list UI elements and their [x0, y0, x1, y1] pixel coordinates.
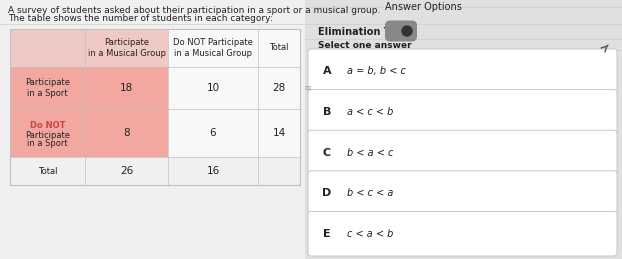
Text: a = b, b < c: a = b, b < c	[347, 66, 406, 76]
FancyBboxPatch shape	[258, 157, 300, 185]
FancyBboxPatch shape	[258, 67, 300, 109]
Text: in a Sport: in a Sport	[27, 139, 68, 147]
FancyBboxPatch shape	[168, 109, 258, 157]
Text: C: C	[323, 147, 331, 157]
Text: a < c < b: a < c < b	[347, 107, 393, 117]
FancyBboxPatch shape	[0, 0, 305, 259]
Text: 28: 28	[272, 83, 285, 93]
Text: 10: 10	[207, 83, 220, 93]
FancyBboxPatch shape	[10, 29, 168, 67]
FancyBboxPatch shape	[308, 49, 617, 93]
FancyBboxPatch shape	[168, 67, 258, 109]
Text: Participate
in a Sport: Participate in a Sport	[25, 78, 70, 98]
Text: b < a < c: b < a < c	[347, 147, 393, 157]
FancyBboxPatch shape	[308, 171, 617, 215]
Text: 6: 6	[210, 128, 216, 138]
Text: 8: 8	[123, 128, 130, 138]
FancyBboxPatch shape	[168, 157, 258, 185]
FancyBboxPatch shape	[10, 67, 168, 157]
Text: E: E	[323, 229, 331, 239]
FancyBboxPatch shape	[10, 157, 85, 185]
Text: Elimination Tool: Elimination Tool	[318, 27, 406, 37]
FancyBboxPatch shape	[168, 29, 258, 67]
Text: Do NOT: Do NOT	[30, 120, 65, 130]
Text: Answer Options: Answer Options	[385, 2, 462, 12]
Text: Total: Total	[269, 44, 289, 53]
Text: 16: 16	[207, 166, 220, 176]
FancyBboxPatch shape	[308, 211, 617, 256]
FancyBboxPatch shape	[308, 130, 617, 175]
Text: Participate: Participate	[25, 131, 70, 140]
Text: Do NOT Participate
in a Musical Group: Do NOT Participate in a Musical Group	[173, 38, 253, 58]
FancyBboxPatch shape	[258, 29, 300, 67]
FancyBboxPatch shape	[308, 90, 617, 134]
Text: The table shows the number of students in each category:: The table shows the number of students i…	[8, 14, 273, 23]
Text: 26: 26	[120, 166, 133, 176]
Bar	[10, 29, 300, 185]
Text: A survey of students asked about their participation in a sport or a musical gro: A survey of students asked about their p…	[8, 6, 381, 15]
Text: 14: 14	[272, 128, 285, 138]
Text: 18: 18	[120, 83, 133, 93]
FancyBboxPatch shape	[85, 157, 168, 185]
Text: A: A	[323, 66, 332, 76]
Circle shape	[402, 26, 412, 36]
FancyBboxPatch shape	[385, 20, 417, 41]
Text: b < c < a: b < c < a	[347, 188, 393, 198]
Text: Select one answer: Select one answer	[318, 41, 412, 50]
FancyBboxPatch shape	[305, 0, 622, 259]
Text: c < a < b: c < a < b	[347, 229, 393, 239]
Text: D: D	[322, 188, 332, 198]
Text: B: B	[323, 107, 331, 117]
Text: Participate
in a Musical Group: Participate in a Musical Group	[88, 38, 165, 58]
Text: ≡: ≡	[304, 83, 312, 93]
Text: Total: Total	[38, 167, 57, 176]
FancyBboxPatch shape	[258, 109, 300, 157]
